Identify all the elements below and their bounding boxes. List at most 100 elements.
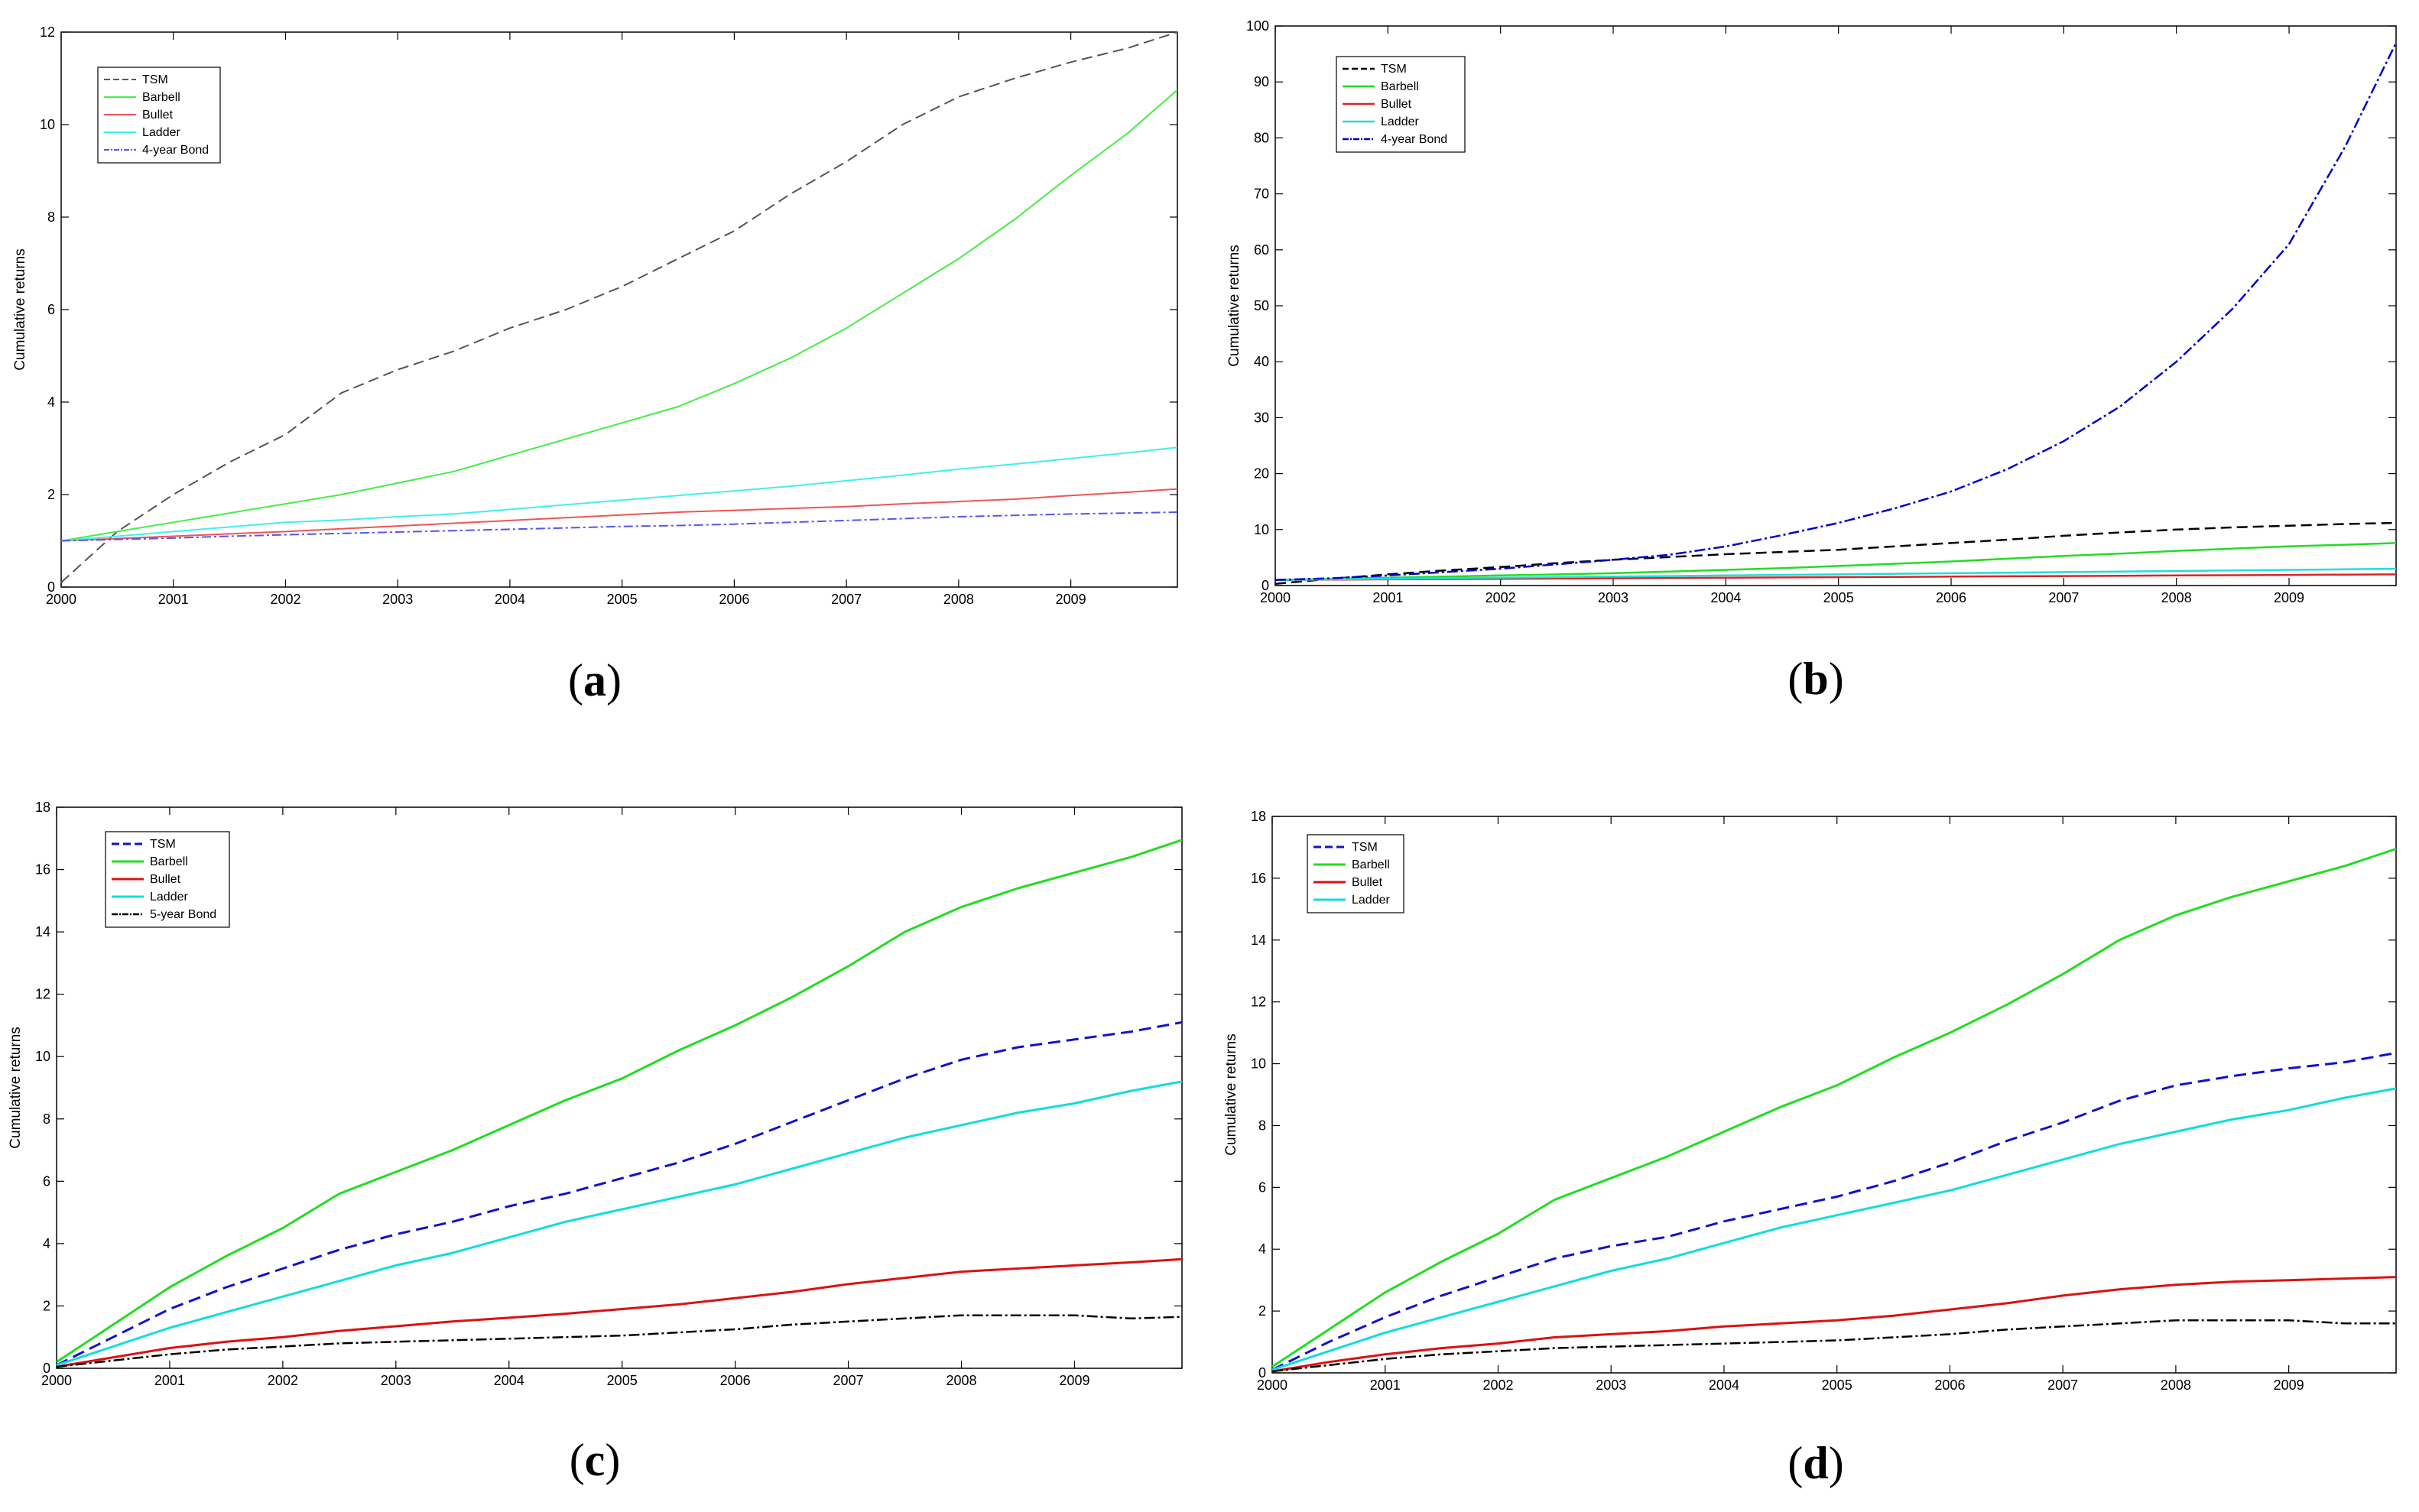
series-line-barbell bbox=[1274, 542, 2397, 581]
y-tick-label: 6 bbox=[43, 1173, 50, 1189]
panel-caption: (a) bbox=[568, 655, 622, 706]
legend-label: Barbell bbox=[1352, 858, 1390, 871]
x-tick-label: 2003 bbox=[1598, 590, 1628, 605]
panel-caption: (d) bbox=[1787, 1438, 1843, 1488]
x-tick-label: 2001 bbox=[154, 1373, 185, 1388]
panel-caption: (b) bbox=[1787, 654, 1843, 704]
x-tick-label: 2000 bbox=[1260, 590, 1291, 605]
y-tick-label: 2 bbox=[1258, 1303, 1266, 1319]
y-tick-label: 0 bbox=[47, 579, 55, 595]
x-tick-label: 2006 bbox=[1936, 590, 1966, 605]
series-line-ladder bbox=[60, 446, 1178, 542]
y-tick-label: 10 bbox=[35, 1049, 50, 1064]
x-tick-label: 2009 bbox=[2274, 1377, 2304, 1393]
x-tick-label: 2003 bbox=[1596, 1377, 1626, 1393]
y-tick-label: 6 bbox=[47, 302, 55, 317]
x-tick-label: 2000 bbox=[46, 592, 76, 607]
y-tick-label: 10 bbox=[1254, 522, 1269, 537]
legend-label: Bullet bbox=[150, 873, 181, 886]
legend-label: TSM bbox=[150, 838, 176, 851]
legend-label: Barbell bbox=[150, 855, 188, 868]
y-tick-label: 0 bbox=[1261, 578, 1269, 593]
y-tick-label: 40 bbox=[1254, 354, 1269, 369]
legend-label: Barbell bbox=[1381, 80, 1419, 93]
y-tick-label: 18 bbox=[35, 800, 50, 815]
legend-label: Ladder bbox=[1381, 115, 1419, 128]
y-tick-label: 14 bbox=[35, 924, 50, 939]
legend-label: Bullet bbox=[1381, 98, 1412, 111]
x-tick-label: 2005 bbox=[607, 1373, 638, 1388]
series-line-ladder bbox=[1271, 1087, 2397, 1371]
x-tick-label: 2001 bbox=[1370, 1377, 1401, 1393]
series-line-barbell bbox=[56, 839, 1183, 1364]
series-line-4-year-bond bbox=[1274, 42, 2398, 581]
series-line-unlabeled bbox=[1271, 1319, 2396, 1373]
x-tick-label: 2009 bbox=[1059, 1373, 1089, 1388]
x-tick-label: 2001 bbox=[1372, 590, 1403, 605]
x-tick-label: 2000 bbox=[41, 1373, 72, 1388]
legend-label: 4-year Bond bbox=[1381, 133, 1447, 146]
series-line-barbell bbox=[1271, 848, 2397, 1368]
legend-label: Ladder bbox=[1352, 894, 1390, 907]
legend-label: TSM bbox=[142, 73, 168, 86]
legend-label: 5-year Bond bbox=[150, 908, 216, 921]
x-tick-label: 2002 bbox=[1485, 590, 1516, 605]
y-axis-label: Cumulative returns bbox=[1226, 245, 1242, 366]
x-tick-label: 2008 bbox=[2161, 1377, 2191, 1393]
x-tick-label: 2009 bbox=[1056, 592, 1086, 607]
x-tick-label: 2002 bbox=[1482, 1377, 1513, 1393]
y-tick-label: 60 bbox=[1254, 242, 1269, 258]
y-tick-label: 50 bbox=[1254, 298, 1269, 313]
x-tick-label: 2007 bbox=[831, 592, 862, 607]
series-line-bullet bbox=[56, 1257, 1183, 1368]
y-tick-label: 16 bbox=[1251, 871, 1266, 886]
legend: TSM Barbell Bullet Ladder 4-year Bond bbox=[97, 67, 221, 164]
legend: TSM Barbell Bullet Ladder 5-year Bond bbox=[105, 831, 230, 928]
x-tick-label: 2002 bbox=[270, 592, 300, 607]
panel-b: 2000 2001 2002 2003 2004 2005 2006 2007 2008 2009… bbox=[1226, 18, 2398, 704]
legend-label: Bullet bbox=[142, 109, 174, 122]
series-line-tsm bbox=[60, 31, 1178, 583]
series-line-ladder bbox=[1274, 567, 2397, 581]
legend: TSM Barbell Bullet Ladder bbox=[1307, 834, 1404, 913]
x-tick-label: 2003 bbox=[381, 1373, 411, 1388]
y-tick-label: 14 bbox=[1251, 933, 1266, 948]
legend: TSM Barbell Bullet Ladder 4-year Bond bbox=[1336, 56, 1466, 153]
y-tick-label: 90 bbox=[1254, 74, 1269, 89]
panel-caption: (c) bbox=[570, 1435, 621, 1485]
x-tick-label: 2006 bbox=[720, 1373, 751, 1388]
x-tick-label: 2007 bbox=[2048, 590, 2079, 605]
x-tick-label: 2005 bbox=[1823, 590, 1854, 605]
panel-d: 2000 2001 2002 2003 2004 2005 2006 2007 2008 2009… bbox=[1223, 809, 2397, 1488]
x-tick-label: 2008 bbox=[2161, 590, 2192, 605]
legend-label: TSM bbox=[1352, 841, 1378, 854]
series-line-tsm bbox=[1271, 1051, 2397, 1371]
x-tick-label: 2008 bbox=[943, 592, 974, 607]
x-tick-label: 2000 bbox=[1257, 1377, 1287, 1393]
y-tick-label: 10 bbox=[40, 117, 55, 132]
y-tick-label: 12 bbox=[40, 24, 55, 40]
series-line-tsm bbox=[1274, 521, 2397, 586]
y-tick-label: 100 bbox=[1246, 18, 1269, 34]
y-tick-label: 16 bbox=[35, 862, 50, 878]
plot-area-frame bbox=[1271, 816, 2397, 1374]
x-tick-label: 2004 bbox=[495, 592, 525, 607]
series-line-4-year-bond bbox=[60, 511, 1178, 542]
y-tick-label: 4 bbox=[47, 394, 55, 410]
legend-label: Barbell bbox=[142, 91, 180, 104]
y-tick-label: 8 bbox=[47, 209, 55, 225]
panel-a: 2000 2001 2002 2003 2004 2005 2006 2007 2008 2009… bbox=[12, 24, 1178, 706]
y-tick-label: 2 bbox=[47, 487, 55, 502]
y-tick-label: 0 bbox=[1258, 1365, 1266, 1381]
y-tick-label: 12 bbox=[35, 987, 50, 1002]
x-tick-label: 2006 bbox=[719, 592, 749, 607]
x-tick-label: 2004 bbox=[494, 1373, 524, 1388]
legend-label: 4-year Bond bbox=[142, 144, 209, 157]
series-line-barbell bbox=[60, 89, 1178, 542]
legend-label: Bullet bbox=[1352, 876, 1383, 889]
x-tick-label: 2005 bbox=[607, 592, 638, 607]
x-tick-label: 2004 bbox=[1709, 1377, 1739, 1393]
x-tick-label: 2005 bbox=[1822, 1377, 1852, 1393]
x-tick-label: 2002 bbox=[268, 1373, 298, 1388]
